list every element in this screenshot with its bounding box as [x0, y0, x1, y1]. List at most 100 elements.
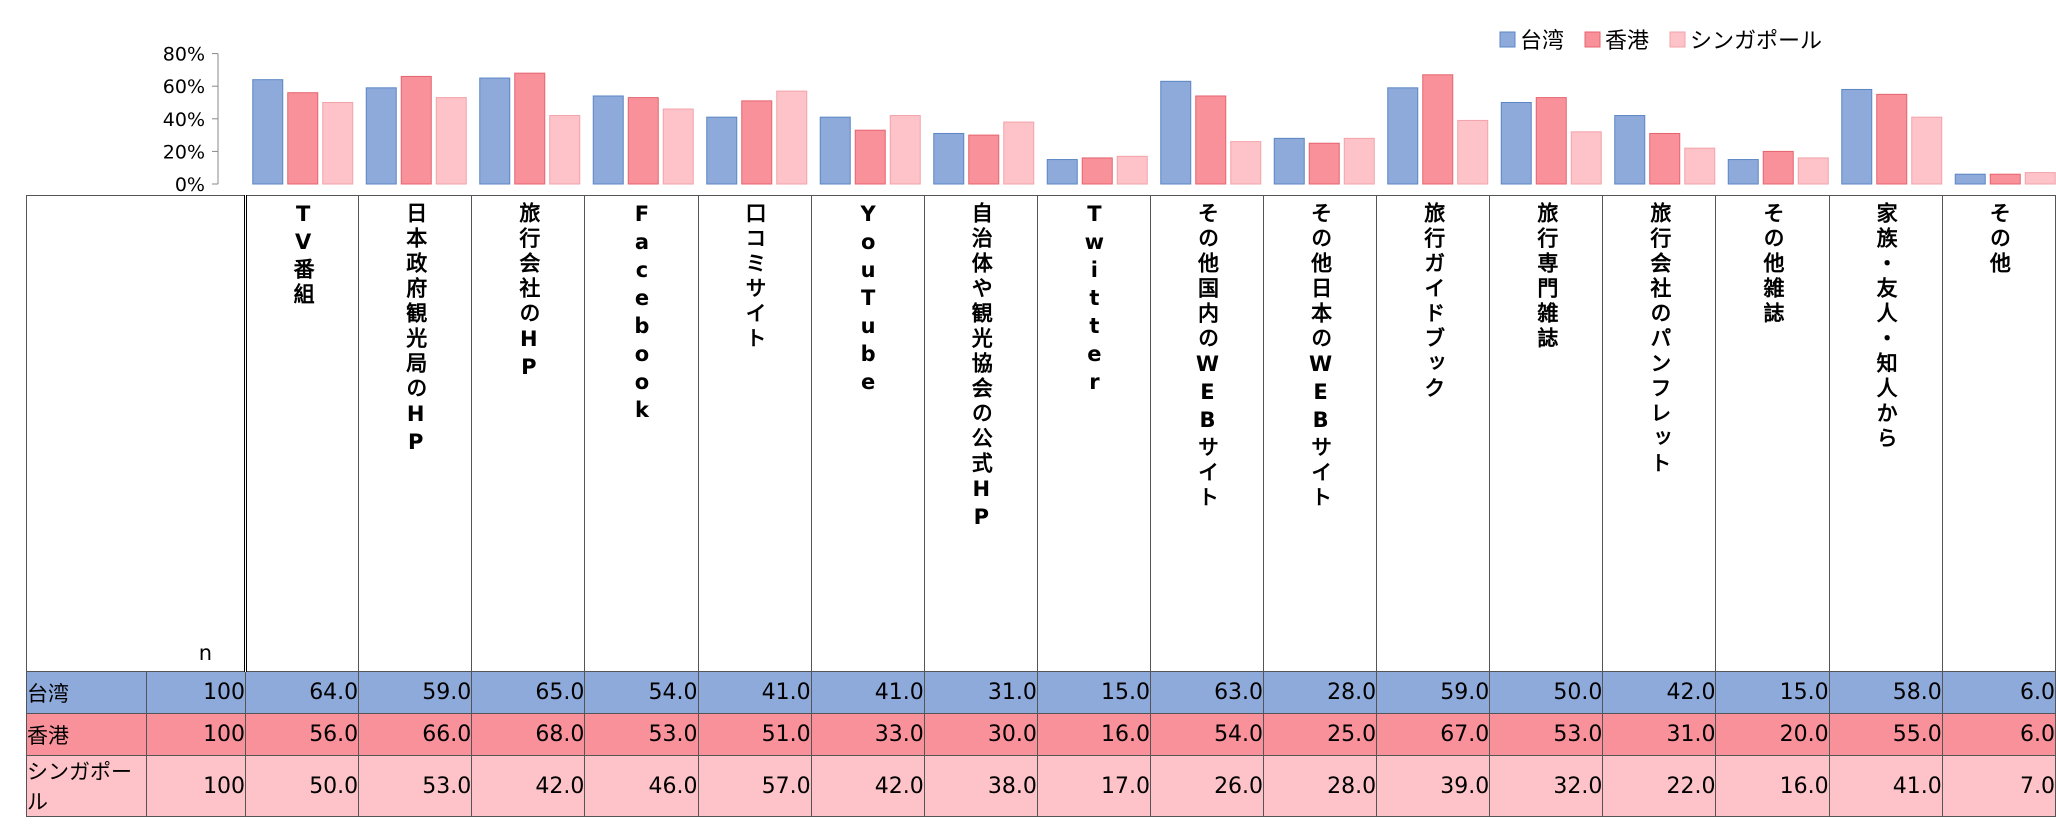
bar: [2024, 172, 2056, 185]
category-label: 自治体や観光協会の公式HP: [969, 202, 994, 533]
table-cell: 26.0: [1149, 755, 1265, 817]
bar: [1989, 173, 2021, 185]
category-header-cell: 口コミサイト: [697, 195, 812, 672]
category-header-cell: 旅行会社のHP: [471, 195, 586, 672]
table-cell: 38.0: [923, 755, 1038, 817]
table-cell: 54.0: [1149, 713, 1265, 756]
category-header-row: n TV番組 日本政府観光局のHP 旅行会社のHP Facebook 口コミサイト You…: [25, 195, 2056, 672]
bar: [1230, 141, 1262, 185]
category-label: Facebook: [629, 202, 654, 426]
category-label: 口コミサイト: [743, 202, 768, 352]
row-name: シンガポール: [25, 755, 148, 817]
bar: [741, 100, 773, 185]
y-tick-label: 20%: [163, 141, 205, 163]
category-label: TV番組: [291, 202, 316, 308]
table-cell: 31.0: [923, 671, 1038, 714]
row-n: 100: [146, 713, 247, 756]
bar: [706, 116, 738, 185]
table-cell: 59.0: [1376, 671, 1491, 714]
row-n: 100: [146, 671, 247, 714]
bar: [889, 115, 921, 185]
table-cell: 15.0: [1036, 671, 1151, 714]
category-label: Twitter: [1082, 202, 1107, 398]
bar: [1273, 137, 1305, 185]
table-row-hongkong: 香港 100 56.0 66.0 68.0 53.0 51.0 33.0 30.0 16.0 5…: [25, 713, 2056, 756]
n-header-cell: n: [25, 195, 248, 672]
legend-swatch: [1584, 31, 1601, 48]
table-cell: 56.0: [245, 713, 360, 756]
table-cell: 25.0: [1263, 713, 1378, 756]
bar: [322, 102, 354, 185]
category-header-cell: 旅行ガイドブック: [1376, 195, 1491, 672]
table-cell: 66.0: [358, 713, 473, 756]
category-header-cell: その他国内のWEBサイト: [1149, 195, 1265, 672]
table-cell: 28.0: [1263, 671, 1378, 714]
table-cell: 50.0: [1489, 671, 1604, 714]
table-cell: 42.0: [471, 755, 586, 817]
bar: [819, 116, 851, 185]
bar: [1422, 74, 1454, 185]
category-header-cell: Twitter: [1036, 195, 1151, 672]
table-cell: 42.0: [810, 755, 925, 817]
bar: [1649, 132, 1681, 185]
bar: [1343, 137, 1375, 185]
table-cell: 57.0: [697, 755, 812, 817]
table-cell: 22.0: [1602, 755, 1717, 817]
table-cell: 39.0: [1376, 755, 1491, 817]
bar: [1911, 116, 1943, 185]
bar: [287, 92, 319, 185]
legend-label: シンガポール: [1690, 29, 1822, 54]
bar: [400, 75, 432, 185]
bar: [854, 129, 886, 185]
category-label: 日本政府観光局のHP: [403, 202, 428, 458]
bar: [1797, 157, 1829, 185]
bar: [1684, 147, 1716, 185]
bar: [627, 97, 659, 185]
bar: [1727, 159, 1759, 185]
category-header-cell: YouTube: [810, 195, 925, 672]
row-name: 台湾: [25, 671, 148, 714]
category-header-cell: 家族・友人・知人から: [1828, 195, 1943, 672]
table-cell: 20.0: [1715, 713, 1830, 756]
category-label: 旅行会社のパンフレット: [1647, 202, 1672, 477]
category-header-cell: その他: [1941, 195, 2056, 672]
bar: [1762, 150, 1794, 185]
table-cell: 58.0: [1828, 671, 1943, 714]
table-cell: 15.0: [1715, 671, 1830, 714]
bar: [252, 79, 284, 185]
bar: [1003, 121, 1035, 185]
category-header-cell: TV番組: [245, 195, 360, 672]
row-name: 香港: [25, 713, 148, 756]
bar: [514, 72, 546, 185]
bar: [1046, 159, 1078, 185]
bar: [479, 77, 511, 185]
bar: [662, 108, 694, 185]
legend-swatch: [1669, 31, 1686, 48]
table-cell: 63.0: [1149, 671, 1265, 714]
bar: [1876, 93, 1908, 185]
bar-chart: 0% 20% 40% 60% 80% 台湾 香港 シンガポール: [163, 29, 2056, 196]
y-tick-label: 80%: [163, 44, 205, 66]
category-label: 旅行会社のHP: [516, 202, 541, 383]
bar: [1387, 87, 1419, 185]
y-tick-label: 0%: [175, 174, 205, 196]
category-label: 旅行ガイドブック: [1421, 202, 1446, 402]
category-label: その他: [1987, 202, 2012, 277]
table-cell: 41.0: [697, 671, 812, 714]
category-header-cell: その他日本のWEBサイト: [1263, 195, 1378, 672]
table-cell: 59.0: [358, 671, 473, 714]
table-cell: 64.0: [245, 671, 360, 714]
bar: [1954, 173, 1986, 185]
table-cell: 68.0: [471, 713, 586, 756]
category-label: その他雑誌: [1761, 202, 1786, 327]
table-cell: 53.0: [358, 755, 473, 817]
table-cell: 16.0: [1715, 755, 1830, 817]
bar: [1160, 80, 1192, 185]
category-header-cell: 日本政府観光局のHP: [358, 195, 473, 672]
category-label: その他国内のWEBサイト: [1195, 202, 1220, 511]
bar: [968, 134, 1000, 185]
row-n: 100: [146, 755, 247, 817]
table-cell: 42.0: [1602, 671, 1717, 714]
bar: [776, 90, 808, 185]
table-cell: 51.0: [697, 713, 812, 756]
